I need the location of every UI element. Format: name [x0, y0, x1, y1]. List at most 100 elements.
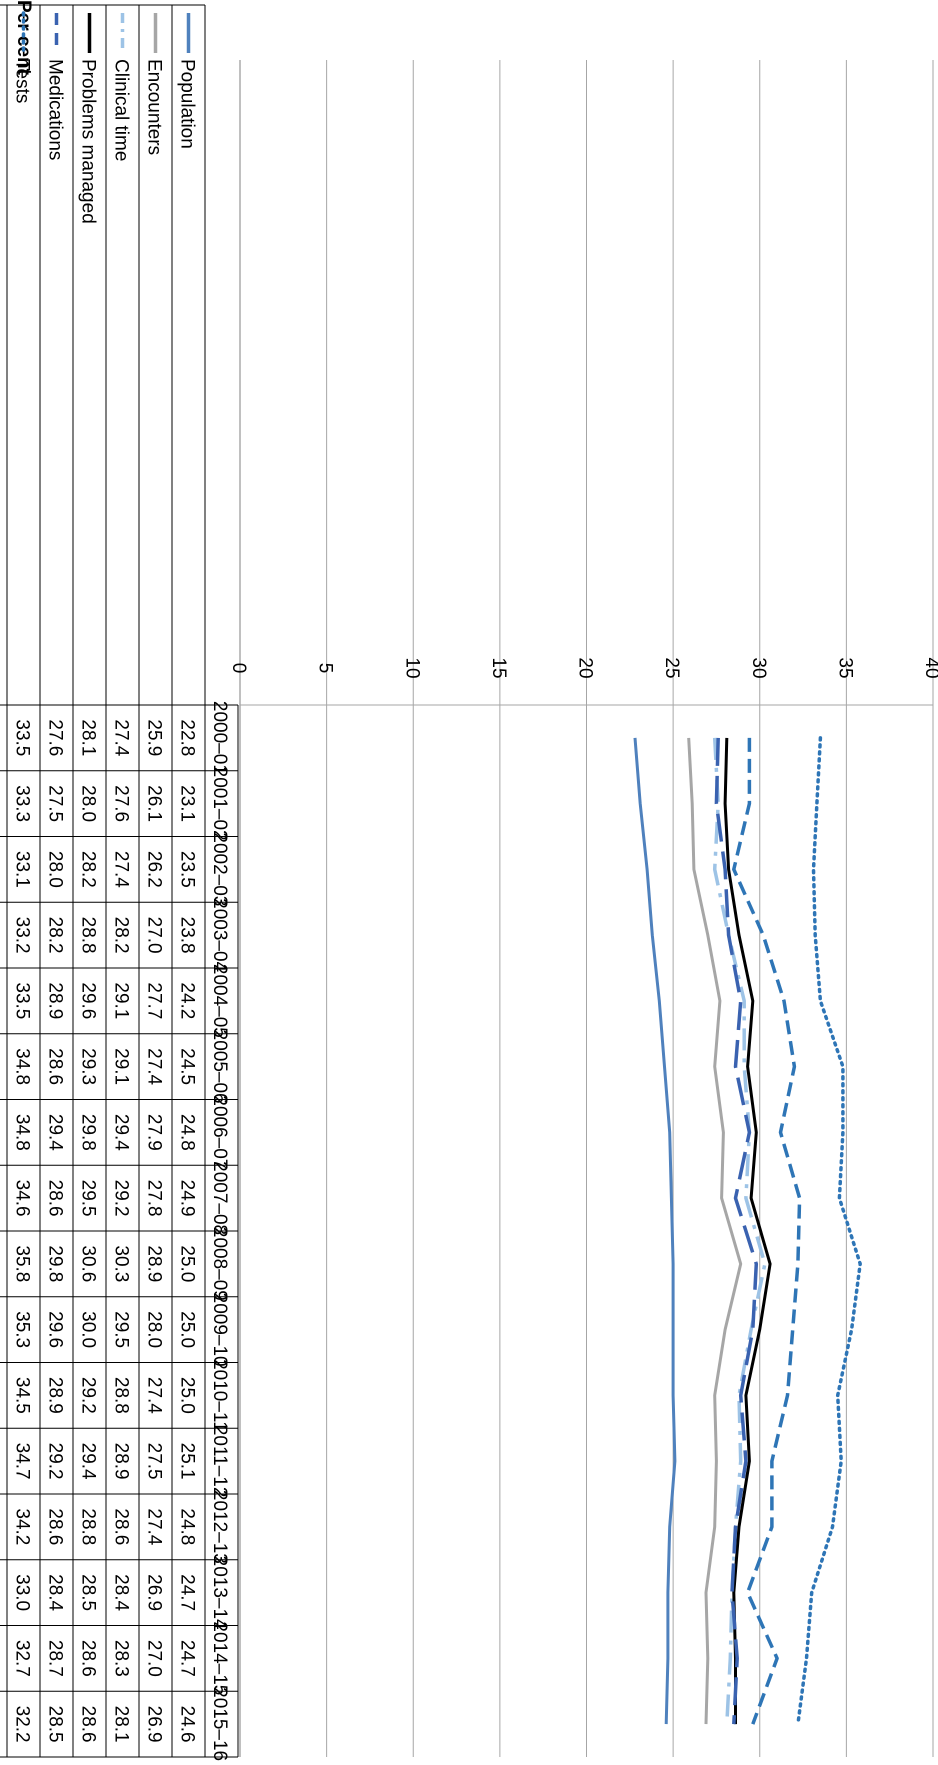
- table-value-cell: 33.5: [12, 719, 33, 756]
- table-header-cell: 2015–16: [209, 1687, 230, 1761]
- table-value-cell: 29.1: [111, 1048, 132, 1085]
- table-value-cell: 24.7: [177, 1640, 198, 1677]
- table-header-cell: 2010–11: [209, 1359, 230, 1432]
- table-value-cell: 28.9: [45, 1377, 66, 1414]
- table-value-cell: 27.4: [144, 1508, 165, 1545]
- series-line-medications: [714, 737, 759, 1725]
- table-value-cell: 22.8: [177, 719, 198, 756]
- table-value-cell: 26.9: [144, 1574, 165, 1611]
- table-header-cell: 2012–13: [209, 1490, 230, 1564]
- series-line-clinical-time: [712, 737, 767, 1725]
- table-value-cell: 24.6: [177, 1706, 198, 1743]
- table-value-cell: 28.6: [45, 1180, 66, 1217]
- legend-label: Clinical time: [111, 59, 132, 161]
- table-value-cell: 27.9: [144, 1114, 165, 1151]
- table-header-cell: 2007–08: [209, 1161, 230, 1235]
- table-value-cell: 29.2: [111, 1180, 132, 1217]
- table-header-cell: 2005–06: [209, 1030, 230, 1104]
- table-value-cell: 28.3: [111, 1640, 132, 1677]
- table-value-cell: 27.8: [144, 1180, 165, 1217]
- table-value-cell: 26.9: [144, 1706, 165, 1743]
- table-value-cell: 27.6: [45, 719, 66, 756]
- table-value-cell: 23.8: [177, 917, 198, 954]
- table-value-cell: 30.3: [111, 1245, 132, 1282]
- table-value-cell: 33.2: [12, 917, 33, 954]
- table-value-cell: 24.5: [177, 1048, 198, 1085]
- series-line-population: [633, 737, 677, 1725]
- table-value-cell: 24.8: [177, 1114, 198, 1151]
- y-tick-label: 15: [488, 657, 509, 678]
- table-value-cell: 25.0: [177, 1311, 198, 1348]
- table-value-cell: 28.0: [144, 1311, 165, 1348]
- table-value-cell: 27.5: [144, 1443, 165, 1480]
- table-value-cell: 28.4: [111, 1574, 132, 1611]
- table-value-cell: 29.4: [111, 1114, 132, 1151]
- y-tick-label: 5: [315, 663, 336, 674]
- table-value-cell: 24.7: [177, 1574, 198, 1611]
- table-value-cell: 28.6: [45, 1508, 66, 1545]
- table-header-cell: 2004–05: [209, 964, 230, 1038]
- table-value-cell: 29.8: [78, 1114, 99, 1151]
- y-tick-label: 25: [661, 657, 682, 678]
- table-header-cell: 2006–07: [209, 1095, 230, 1169]
- table-value-cell: 24.8: [177, 1508, 198, 1545]
- table-value-cell: 24.2: [177, 982, 198, 1019]
- table-value-cell: 28.2: [45, 917, 66, 954]
- table-value-cell: 29.1: [111, 982, 132, 1019]
- series-lines: [633, 736, 862, 1726]
- table-value-cell: 29.8: [45, 1245, 66, 1282]
- table-value-cell: 28.0: [45, 851, 66, 888]
- table-value-cell: 28.7: [45, 1640, 66, 1677]
- table-header-cell: 2002–03: [209, 832, 230, 906]
- table-value-cell: 27.4: [144, 1048, 165, 1085]
- table-value-cell: 28.1: [111, 1706, 132, 1743]
- legend-label: Medications: [45, 59, 66, 160]
- table-value-cell: 28.8: [78, 917, 99, 954]
- y-tick-labels: 0 5 10 15 20 25 30 35 40: [228, 657, 938, 678]
- table-value-cell: 27.7: [144, 982, 165, 1019]
- table-value-cell: 23.5: [177, 851, 198, 888]
- table-value-cell: 29.6: [78, 982, 99, 1019]
- table-value-cell: 28.0: [78, 785, 99, 822]
- table-value-cell: 29.6: [45, 1311, 66, 1348]
- table-value-cell: 28.5: [78, 1574, 99, 1611]
- table-value-cell: 29.5: [78, 1180, 99, 1217]
- table-value-cell: 35.3: [12, 1311, 33, 1348]
- table-value-cell: 28.8: [78, 1508, 99, 1545]
- table-value-cell: 28.9: [144, 1245, 165, 1282]
- table-value-cell: 28.6: [78, 1706, 99, 1743]
- table-value-cell: 28.9: [111, 1443, 132, 1480]
- gridlines: [239, 60, 934, 1757]
- table-value-cell: 33.5: [12, 982, 33, 1019]
- table-value-cell: 23.1: [177, 785, 198, 822]
- table-header-cell: 2011–12: [209, 1425, 230, 1498]
- table-header-cell: 2001–02: [209, 767, 230, 841]
- table-value-cell: 25.0: [177, 1245, 198, 1282]
- table-value-cell: 34.5: [12, 1377, 33, 1414]
- table-value-cell: 29.2: [45, 1443, 66, 1480]
- table-value-cell: 34.8: [12, 1114, 33, 1151]
- table-header-cell: 2008–09: [209, 1227, 230, 1301]
- table-value-cell: 25.0: [177, 1377, 198, 1414]
- legend-label: Tests: [12, 59, 33, 103]
- table-value-cell: 28.5: [45, 1706, 66, 1743]
- y-tick-label: 20: [575, 657, 596, 678]
- y-tick-label: 10: [401, 657, 422, 678]
- table-value-cell: 29.2: [78, 1377, 99, 1414]
- table-value-cell: 33.3: [12, 785, 33, 822]
- table-value-cell: 27.6: [111, 785, 132, 822]
- table-value-cell: 30.6: [78, 1245, 99, 1282]
- legend-label: Problems managed: [78, 59, 99, 224]
- table-value-cell: 26.1: [144, 785, 165, 822]
- y-axis-title: Per cent: [13, 0, 34, 76]
- table-value-cell: 33.0: [12, 1574, 33, 1611]
- table-value-cell: 32.7: [12, 1640, 33, 1677]
- table-value-cell: 24.9: [177, 1180, 198, 1217]
- table-header-cell: 2013–14: [209, 1556, 230, 1630]
- series-line-referrals: [732, 737, 802, 1725]
- y-tick-label: 35: [834, 657, 855, 678]
- table-value-cell: 29.4: [78, 1443, 99, 1480]
- table-value-cell: 28.6: [111, 1508, 132, 1545]
- table-value-cell: 28.8: [111, 1377, 132, 1414]
